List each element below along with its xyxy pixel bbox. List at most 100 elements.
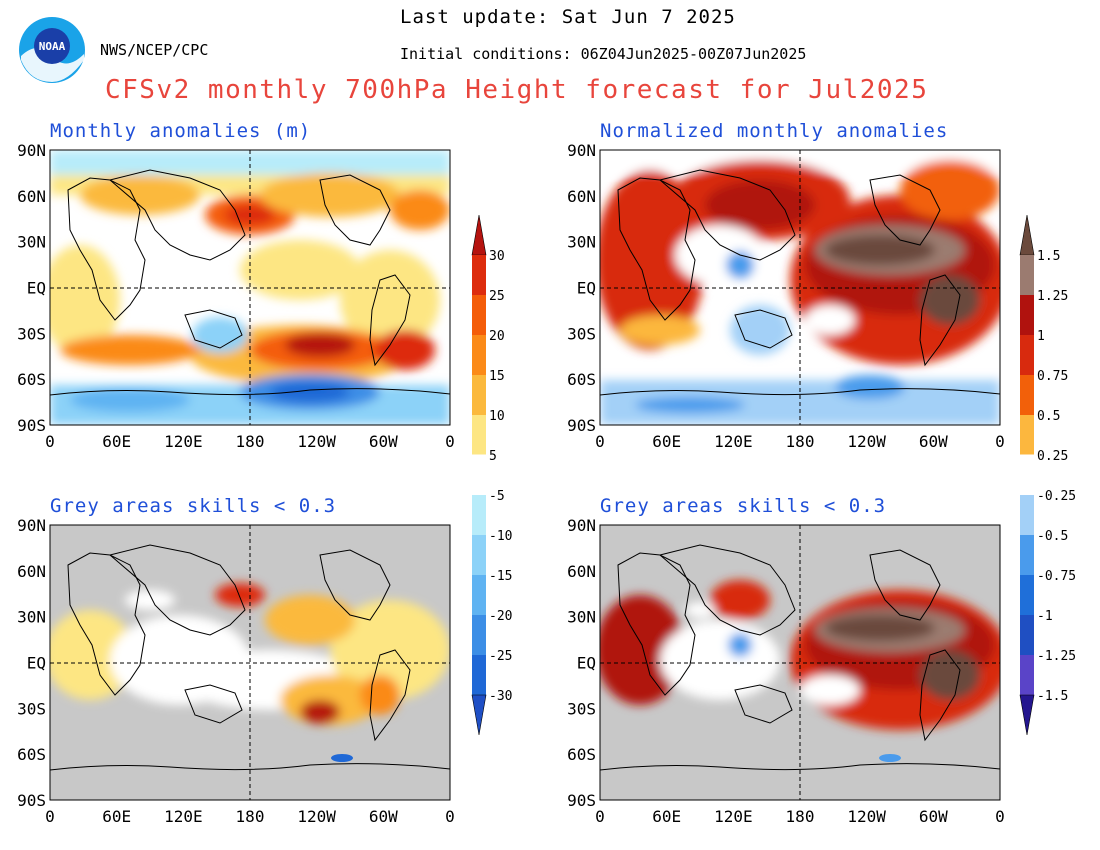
y-tick-label: 90S [17, 791, 46, 810]
colorbar-label: -1.5 [1037, 689, 1068, 704]
coastlines-bottom-left [49, 544, 451, 771]
skill-masked-field-bottom-left [50, 583, 450, 725]
page-title: CFSv2 monthly 700hPa Height forecast for… [105, 75, 929, 105]
x-tick-label: 0 [445, 432, 455, 451]
noaa-logo: NOAA [18, 16, 86, 84]
x-tick-label: 60W [369, 432, 398, 451]
last-update: Last update: Sat Jun 7 2025 [400, 6, 736, 28]
y-tick-label: 60S [17, 370, 46, 389]
x-tick-label: 0 [595, 432, 605, 451]
colorbar-swatch [1020, 335, 1034, 375]
anomaly-field-top-left [50, 150, 450, 425]
panel-bottom-left [49, 524, 451, 801]
x-tick-label: 60W [919, 432, 948, 451]
colorbar-label: 20 [489, 329, 505, 344]
y-tick-label: 30N [17, 608, 46, 627]
x-tick-label: 180 [786, 432, 815, 451]
colorbar-anomaly-m: 30 25 20 15 10 5 -5 -10 -15 -20 -25 -30 [471, 214, 512, 736]
colorbar-label: 25 [489, 289, 505, 304]
colorbar-swatch [1020, 415, 1034, 455]
y-tick-label: 90N [567, 141, 596, 160]
x-tick-label: 0 [995, 807, 1005, 826]
panel-title-bottom-right: Grey areas skills < 0.3 [600, 495, 887, 517]
x-tick-label: 180 [236, 432, 265, 451]
y-tick-label: 30N [17, 233, 46, 252]
colorbar-label: 5 [489, 449, 497, 464]
colorbar-label: 1.25 [1037, 289, 1068, 304]
panel-top-left [49, 149, 451, 426]
y-tick-label: 90N [17, 141, 46, 160]
y-tick-label: 90N [17, 516, 46, 535]
y-tick-label: 30S [567, 324, 596, 343]
y-tick-label: 60S [567, 370, 596, 389]
x-tick-label: 0 [45, 432, 55, 451]
colorbar-normalized: 1.5 1.25 1 0.75 0.5 0.25 -0.25 -0.5 -0.75 -1 -1.25… [1019, 214, 1076, 736]
colorbar-swatch [472, 575, 486, 615]
colorbar-label: -1.25 [1037, 649, 1076, 664]
colorbar-label: -0.25 [1037, 489, 1076, 504]
x-tick-label: 60E [652, 432, 681, 451]
logo-text: NOAA [39, 40, 66, 53]
panel-title-top-left: Monthly anomalies (m) [50, 120, 312, 142]
colorbar-swatch [472, 495, 486, 535]
y-tick-label: 90S [17, 416, 46, 435]
colorbar-swatch [472, 615, 486, 655]
colorbar-label: 0.5 [1037, 409, 1060, 424]
y-tick-label: 60N [17, 562, 46, 581]
colorbar-label: 0.25 [1037, 449, 1068, 464]
colorbar-label: -25 [489, 649, 512, 664]
colorbar-label: -0.5 [1037, 529, 1068, 544]
colorbar-label: -15 [489, 569, 512, 584]
x-tick-label: 0 [445, 807, 455, 826]
y-tick-label: EQ [577, 279, 596, 298]
colorbar-label: 1 [1037, 329, 1045, 344]
y-tick-label: 30N [567, 233, 596, 252]
colorbar-label: 10 [489, 409, 505, 424]
colorbar-swatch [472, 415, 486, 455]
y-tick-label: 60N [567, 187, 596, 206]
colorbar-swatch [1020, 615, 1034, 655]
colorbar-swatch [1020, 295, 1034, 335]
colorbar-label: 1.5 [1037, 249, 1060, 264]
x-tick-label: 60W [919, 807, 948, 826]
y-tick-label: 30S [567, 699, 596, 718]
x-tick-label: 120E [714, 807, 753, 826]
x-tick-label: 0 [45, 807, 55, 826]
colorbar-label: 15 [489, 369, 505, 384]
colorbar-label: -1 [1037, 609, 1053, 624]
colorbar-label: -20 [489, 609, 512, 624]
y-tick-label: EQ [27, 279, 46, 298]
colorbar-swatch [472, 295, 486, 335]
y-tick-label: EQ [577, 654, 596, 673]
x-tick-label: 180 [236, 807, 265, 826]
colorbar-swatch [472, 535, 486, 575]
x-tick-label: 60W [369, 807, 398, 826]
x-tick-label: 120E [164, 807, 203, 826]
colorbar-cap-top [1019, 214, 1035, 256]
panel-title-top-right: Normalized monthly anomalies [600, 120, 949, 142]
skill-masked-field-bottom-right [600, 580, 1000, 730]
colorbar-cap-bottom [471, 694, 487, 736]
colorbar-swatch [1020, 575, 1034, 615]
x-tick-label: 120E [714, 432, 753, 451]
y-tick-label: 60S [17, 745, 46, 764]
x-tick-label: 120W [847, 807, 886, 826]
y-tick-label: 90N [567, 516, 596, 535]
colorbar-swatch [1020, 255, 1034, 295]
colorbar-label: 30 [489, 249, 505, 264]
colorbar-swatch [472, 655, 486, 695]
colorbar-swatch [472, 375, 486, 415]
panel-bottom-right [599, 524, 1001, 801]
x-tick-label: 0 [595, 807, 605, 826]
colorbar-swatch [472, 255, 486, 295]
y-tick-label: 30S [17, 324, 46, 343]
x-tick-label: 120E [164, 432, 203, 451]
y-tick-label: 60N [567, 562, 596, 581]
y-tick-label: 60S [567, 745, 596, 764]
colorbar-label: -5 [489, 489, 505, 504]
colorbar-cap-top [471, 214, 487, 256]
colorbar-swatch [1020, 535, 1034, 575]
coastlines-bottom-right [599, 544, 1001, 771]
y-tick-label: 30S [17, 699, 46, 718]
